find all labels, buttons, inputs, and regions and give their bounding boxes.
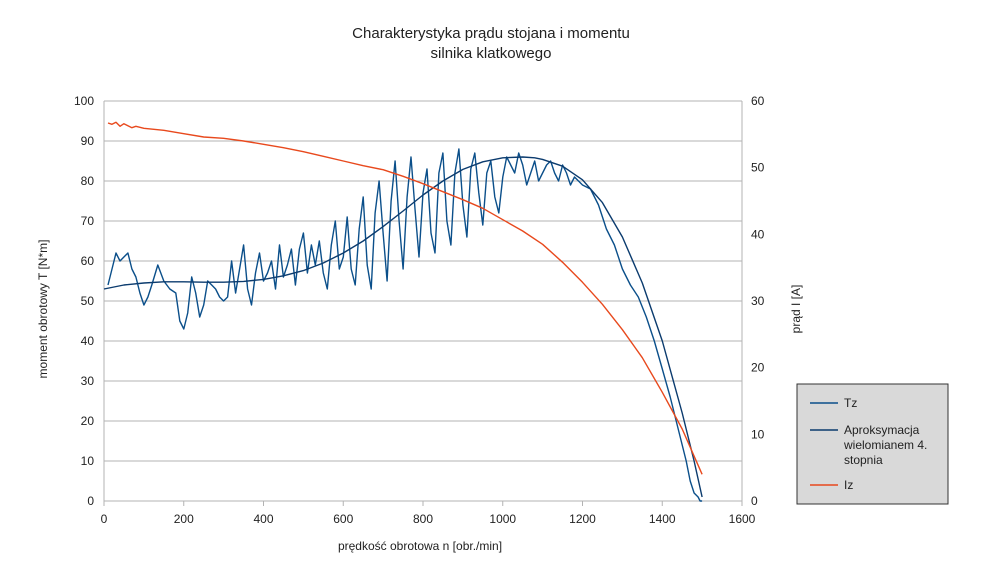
- legend-label-iz: Iz: [844, 478, 853, 492]
- legend-label-tz: Tz: [844, 396, 857, 410]
- y2-tick-label-0: 0: [751, 494, 758, 508]
- chart-subtitle: silnika klatkowego: [431, 45, 552, 62]
- x-tick-label-200: 200: [174, 512, 194, 526]
- x-axis-label: prędkość obrotowa n [obr./min]: [338, 539, 502, 553]
- y2-tick-label-30: 30: [751, 294, 765, 308]
- series-line-approx: [103, 156, 703, 498]
- legend-label-approx-line3: stopnia: [844, 453, 883, 467]
- x-tick-label-0: 0: [101, 512, 108, 526]
- legend-label-approx-line1: Aproksymacja: [844, 423, 920, 437]
- y-tick-label-70: 70: [81, 214, 95, 228]
- y2-tick-label-20: 20: [751, 361, 765, 375]
- y2-tick-label-50: 50: [751, 161, 765, 175]
- x-tick-label-1200: 1200: [569, 512, 596, 526]
- y-tick-label-60: 60: [81, 254, 95, 268]
- legend-box: [796, 383, 949, 505]
- chart-title: Charakterystyka prądu stojana i momentu: [352, 25, 630, 42]
- y-tick-label-90: 90: [81, 134, 95, 148]
- y2-tick-label-10: 10: [751, 427, 765, 441]
- y2-axis-label: prąd I [A]: [789, 285, 803, 334]
- y-tick-label-0: 0: [87, 494, 94, 508]
- y2-axis-ticks: 0 10 20 30 40 50 60: [751, 94, 765, 508]
- y-tick-label-40: 40: [81, 334, 95, 348]
- y2-tick-label-60: 60: [751, 94, 765, 108]
- y-tick-label-20: 20: [81, 414, 95, 428]
- y-axis-label: moment obrotowy T [N*m]: [36, 240, 50, 379]
- series-line-tz: [107, 148, 703, 502]
- legend: Tz Aproksymacja wielomianem 4. stopnia I…: [796, 383, 949, 505]
- y-tick-label-80: 80: [81, 174, 95, 188]
- y2-tick-label-40: 40: [751, 227, 765, 241]
- plot-series: [103, 121, 703, 502]
- y-tick-label-100: 100: [74, 94, 94, 108]
- legend-label-approx-line2: wielomianem 4.: [843, 438, 927, 452]
- x-tick-label-1400: 1400: [649, 512, 676, 526]
- grid: [103, 100, 743, 502]
- x-axis-ticks: 0 200 400 600 800 1000 1200 1400 1600: [101, 501, 756, 526]
- x-tick-label-400: 400: [253, 512, 273, 526]
- x-tick-label-1600: 1600: [729, 512, 756, 526]
- y-axis-ticks: 0 10 20 30 40 50 60 70 80 90 100: [74, 94, 94, 508]
- y-tick-label-30: 30: [81, 374, 95, 388]
- y-tick-label-50: 50: [81, 294, 95, 308]
- x-tick-label-600: 600: [333, 512, 353, 526]
- series-line-iz: [107, 121, 703, 475]
- x-tick-label-800: 800: [413, 512, 433, 526]
- x-tick-label-1000: 1000: [489, 512, 516, 526]
- y-tick-label-10: 10: [81, 454, 95, 468]
- legend-label-approx: Aproksymacja wielomianem 4. stopnia: [843, 423, 931, 467]
